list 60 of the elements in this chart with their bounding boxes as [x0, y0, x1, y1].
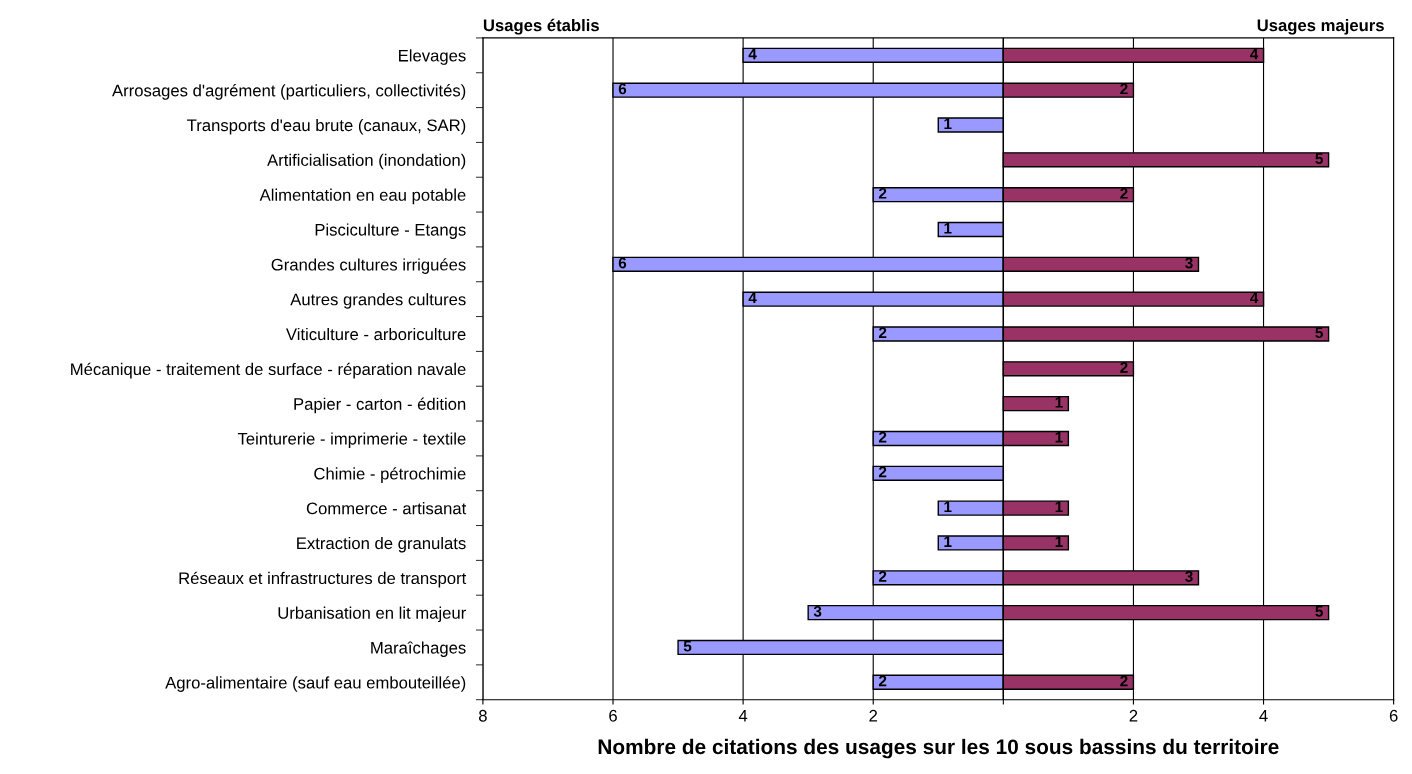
data-label: 1: [1055, 536, 1063, 547]
data-label: 1: [944, 118, 952, 129]
y-tick-label: Alimentation en eau potable: [259, 188, 466, 205]
text: Usages majeurs: [1257, 19, 1384, 35]
y-tick-label: Elevages: [399, 49, 466, 65]
data-label: 5: [1315, 327, 1323, 339]
x-tick-label: 2: [1129, 709, 1138, 722]
data-label: 5: [1315, 153, 1323, 164]
y-tick-label: Papier - carton - édition: [294, 397, 466, 414]
data-label: 6: [618, 83, 627, 95]
y-tick-label: Pisciculture - Etangs: [315, 223, 466, 239]
y-tick-label: Commerce - artisanat: [306, 502, 467, 515]
y-tick-label: Extraction de granulats: [297, 536, 466, 553]
y-tick-label: Réseaux et infrastructures de transport: [179, 571, 467, 588]
x-tick-label: 6: [609, 709, 617, 722]
data-label: 1: [1055, 501, 1063, 513]
y-tick-label: Transports d'eau brute (canaux, SAR): [187, 118, 466, 135]
data-label: 2: [878, 431, 887, 443]
data-label: 4: [1250, 48, 1259, 60]
y-tick-label: Viticulture - arboriculture: [285, 327, 466, 341]
y-tick-label: Urbanisation en lit majeur: [278, 606, 466, 623]
data-label: 2: [878, 571, 887, 582]
x-tick-label: 4: [1259, 710, 1268, 722]
data-label: 1: [1055, 431, 1063, 443]
data-label: 3: [1185, 571, 1193, 582]
x-tick-label: 6: [1389, 709, 1398, 722]
data-label: 2: [1120, 362, 1128, 373]
data-label: 4: [748, 48, 757, 60]
y-tick-label: Mécanique - traitement de surface - réparation navale: [71, 362, 466, 379]
data-label: 2: [878, 327, 887, 338]
y-tick-label: Artificialisation (inondation): [267, 153, 466, 170]
data-label: 5: [683, 640, 692, 652]
x-tick-label: 2: [869, 709, 878, 722]
y-tick-label: Grandes cultures irriguées: [271, 258, 466, 274]
y-tick-label: Agro-alimentaire (sauf eau embouteillée): [165, 676, 466, 692]
y-tick-label: Autres grandes cultures: [290, 293, 466, 309]
data-label: 2: [878, 187, 887, 199]
data-label: 1: [1055, 397, 1063, 408]
data-label: 4: [1250, 292, 1259, 304]
data-label: 1: [944, 501, 952, 513]
y-tick-label: Chimie - pétrochimie: [314, 467, 466, 483]
data-label: 4: [748, 292, 757, 304]
data-label: 3: [1185, 257, 1193, 269]
data-label: 2: [1120, 83, 1128, 95]
x-tick-label: 4: [738, 710, 748, 722]
data-label: 2: [878, 466, 887, 478]
x-axis-title: Nombre de citations des usages sur les 10 sous bassins du territoire: [598, 738, 1279, 759]
data-label: 6: [618, 257, 627, 269]
data-label: 2: [1120, 675, 1128, 687]
data-label: 2: [878, 675, 887, 687]
data-label: 3: [813, 605, 822, 617]
x-tick-label: 8: [478, 709, 487, 722]
data-label: 2: [1120, 187, 1128, 199]
text: Usages établis: [483, 18, 599, 35]
data-label: 1: [944, 536, 952, 547]
data-label: 5: [1315, 606, 1323, 617]
y-tick-label: Teinturerie - imprimerie - textile: [237, 432, 466, 448]
y-tick-label: Maraîchages: [371, 641, 466, 657]
y-tick-label: Arrosages d'agrément (particuliers, collectivités): [112, 84, 466, 100]
data-label: 1: [944, 222, 952, 234]
